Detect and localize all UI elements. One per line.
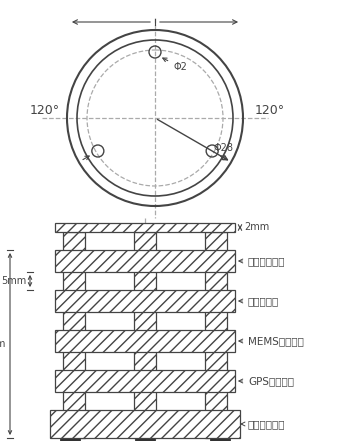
Text: Φ2: Φ2: [163, 58, 187, 72]
Text: 元线通信模块: 元线通信模块: [241, 419, 285, 429]
Bar: [210, 438, 230, 441]
Bar: [205, 232, 227, 438]
Text: 接口转换模块: 接口转换模块: [239, 256, 285, 266]
Text: 2mm: 2mm: [244, 223, 269, 232]
Bar: [55, 250, 235, 272]
Text: 35mm: 35mm: [0, 339, 6, 349]
Bar: [135, 438, 155, 441]
Bar: [55, 370, 235, 392]
Text: 5mm: 5mm: [1, 276, 26, 286]
Text: 120°: 120°: [30, 104, 60, 116]
Text: GPS接收模块: GPS接收模块: [239, 376, 294, 386]
Text: Φ28: Φ28: [213, 143, 233, 153]
Text: 120°: 120°: [255, 104, 285, 116]
Bar: [55, 290, 235, 312]
Bar: [134, 232, 156, 438]
Bar: [50, 410, 240, 438]
Bar: [55, 330, 235, 352]
Bar: [55, 223, 235, 232]
Text: MEMS陀螺模块: MEMS陀螺模块: [239, 336, 304, 346]
Bar: [60, 438, 80, 441]
Bar: [63, 232, 85, 438]
Text: 从控制模块: 从控制模块: [239, 296, 279, 306]
Text: 电池: 电池: [0, 440, 1, 441]
